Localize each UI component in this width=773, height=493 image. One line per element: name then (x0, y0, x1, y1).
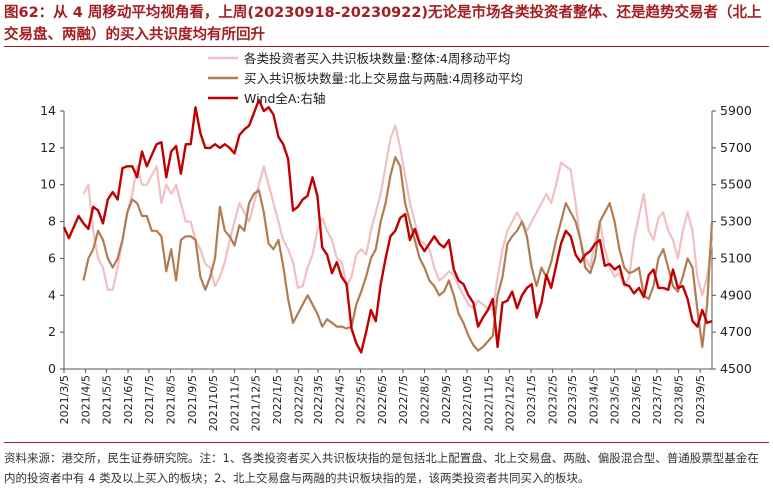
x-tick-label: 2021/8/5 (164, 375, 177, 424)
x-tick-label: 2022/7/5 (397, 375, 410, 424)
x-tick-label: 2021/9/5 (186, 375, 199, 424)
x-tick-label: 2023/9/5 (694, 375, 707, 424)
footer-divider (4, 442, 769, 443)
left-y-tick-label: 2 (48, 324, 56, 339)
legend: 各类投资者买入共识板块数量:整体:4周移动平均 买入共识板块数量:北上交易盘与两… (208, 51, 523, 106)
x-tick-label: 2023/6/5 (630, 375, 643, 424)
x-tick-label: 2021/12/5 (249, 375, 262, 431)
series-line-wind (62, 98, 713, 354)
x-tick-label: 2022/2/5 (293, 375, 306, 424)
x-tick-label: 2022/9/5 (440, 375, 453, 424)
figure-title: 图62：从 4 周移动平均视角看，上周(20230918-20230922)无论… (4, 5, 762, 43)
x-tick-label: 2022/1/5 (271, 375, 284, 424)
right-y-tick-label: 4700 (720, 324, 752, 339)
right-y-tick-label: 5300 (720, 214, 752, 229)
source-note: 资料来源：港交所，民生证券研究院。注：1、各类投资者买入共识板块指的是包括北上配… (4, 451, 759, 485)
series-line-total (82, 124, 714, 312)
left-y-tick-label: 0 (48, 361, 56, 376)
x-tick-label: 2021/7/5 (143, 375, 156, 424)
x-tick-label: 2021/11/5 (229, 375, 242, 431)
right-y-tick-label: 4900 (720, 287, 752, 302)
x-tick-label: 2022/4/5 (334, 375, 347, 424)
series-lines (62, 98, 714, 354)
line-chart: 0 2 4 6 8 10 12 14 4500 4700 4900 5100 5300 5500 5700 5… (40, 51, 752, 431)
x-tick-label: 2023/1/5 (525, 375, 538, 424)
x-tick-label: 2023/8/5 (673, 375, 686, 424)
x-tick-label: 2022/10/5 (461, 375, 474, 431)
x-tick-label: 2023/7/5 (651, 375, 664, 424)
right-y-tick-label: 5100 (720, 250, 752, 265)
x-tick-label: 2023/4/5 (588, 375, 601, 424)
left-y-tick-label: 6 (48, 250, 56, 265)
left-y-tick-label: 10 (40, 177, 56, 192)
series-line-north-margin (82, 156, 714, 352)
x-tick-label: 2022/11/5 (483, 375, 496, 431)
legend-label-north-margin: 买入共识板块数量:北上交易盘与两融:4周移动平均 (244, 71, 523, 86)
right-y-tick-label: 5700 (720, 140, 752, 155)
x-tick-label: 2022/3/5 (312, 375, 325, 424)
x-tick-label: 2022/6/5 (376, 375, 389, 424)
x-tick-label: 2021/6/5 (122, 375, 135, 424)
x-tick-label: 2021/4/5 (80, 375, 93, 424)
right-y-tick-label: 4500 (720, 361, 752, 376)
left-y-tick-label: 12 (40, 140, 56, 155)
x-tick-label: 2023/3/5 (566, 375, 579, 424)
right-y-tick-label: 5900 (720, 103, 752, 118)
legend-label-total: 各类投资者买入共识板块数量:整体:4周移动平均 (244, 51, 510, 66)
x-tick-label: 2021/3/5 (58, 375, 71, 424)
x-tick-label: 2021/5/5 (100, 375, 113, 424)
left-y-tick-label: 4 (48, 287, 56, 302)
axes: 0 2 4 6 8 10 12 14 4500 4700 4900 5100 5300 5500 5700 5… (40, 103, 752, 431)
x-tick-label: 2022/12/5 (503, 375, 516, 431)
left-y-tick-label: 8 (48, 214, 56, 229)
x-tick-label: 2022/5/5 (355, 375, 368, 424)
x-tick-label: 2022/8/5 (419, 375, 432, 424)
right-y-tick-label: 5500 (720, 177, 752, 192)
x-tick-label: 2023/5/5 (609, 375, 622, 424)
left-y-tick-label: 14 (40, 103, 56, 118)
title-divider (4, 46, 769, 47)
x-tick-label: 2021/10/5 (207, 375, 220, 431)
x-tick-label: 2023/2/5 (547, 375, 560, 424)
legend-label-wind: Wind全A:右轴 (244, 91, 325, 106)
